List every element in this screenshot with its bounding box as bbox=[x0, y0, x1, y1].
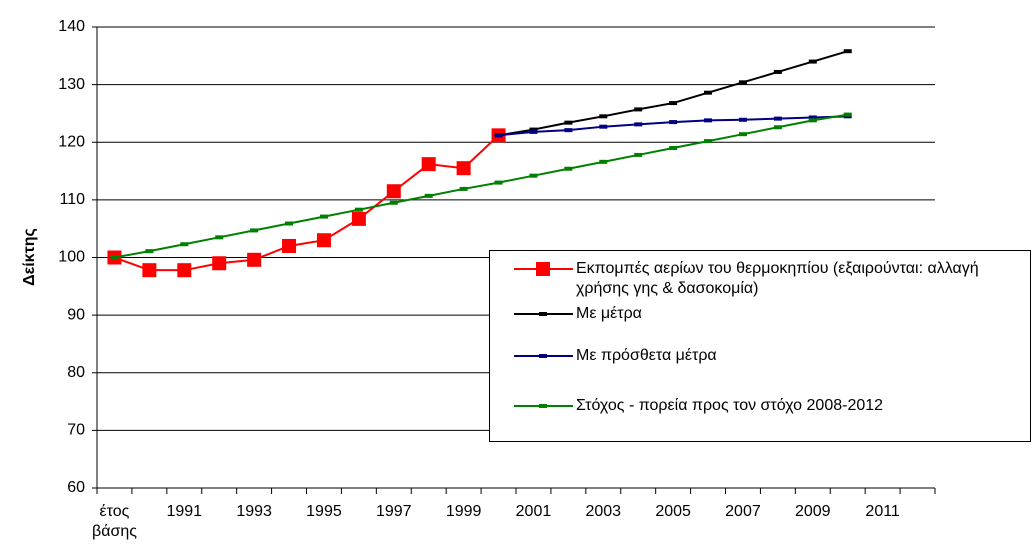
data-point bbox=[494, 180, 503, 185]
data-point bbox=[351, 211, 366, 226]
x-tick-label: 1995 bbox=[306, 503, 342, 520]
data-point bbox=[773, 116, 782, 121]
data-point bbox=[354, 207, 363, 212]
data-point bbox=[177, 263, 192, 278]
x-tick-label: 2011 bbox=[865, 503, 900, 520]
y-tick-label: 100 bbox=[58, 249, 85, 266]
data-point bbox=[634, 152, 643, 157]
data-point bbox=[808, 59, 817, 64]
data-point bbox=[215, 235, 224, 240]
series-line bbox=[114, 134, 500, 272]
data-point bbox=[599, 114, 608, 119]
data-point bbox=[282, 238, 297, 253]
data-point bbox=[704, 90, 713, 95]
data-point bbox=[316, 233, 331, 248]
data-point bbox=[634, 122, 643, 127]
data-point bbox=[456, 161, 471, 176]
legend-label: Με πρόσθετα μέτρα bbox=[576, 347, 717, 364]
legend-swatches bbox=[514, 262, 573, 408]
y-tick-label: 80 bbox=[67, 364, 85, 381]
data-point bbox=[459, 186, 468, 191]
x-tick-label: 2009 bbox=[794, 503, 831, 520]
data-point bbox=[564, 120, 573, 125]
data-point bbox=[285, 221, 294, 226]
y-tick-label: 90 bbox=[67, 306, 85, 323]
legend-label: Εκπομπές αερίων του θερμοκηπίου (εξαιρού… bbox=[576, 260, 979, 297]
y-axis-label: Δείκτης bbox=[21, 228, 38, 286]
data-point bbox=[843, 112, 852, 117]
data-point bbox=[250, 228, 259, 233]
data-point bbox=[808, 115, 817, 120]
data-point bbox=[212, 256, 227, 271]
x-tick-label: 2007 bbox=[725, 503, 761, 520]
data-point bbox=[773, 69, 782, 74]
data-point bbox=[634, 107, 643, 112]
data-point bbox=[529, 129, 538, 134]
data-point bbox=[142, 263, 157, 278]
data-point bbox=[110, 255, 119, 260]
y-tick-label: 70 bbox=[67, 422, 85, 439]
legend: Εκπομπές αερίων του θερμοκηπίου (εξαιρού… bbox=[489, 250, 1031, 442]
x-tick-label: 1997 bbox=[375, 503, 412, 520]
y-tick-label: 110 bbox=[59, 191, 85, 208]
data-point bbox=[843, 49, 852, 54]
data-point bbox=[704, 118, 713, 123]
legend-marker bbox=[536, 262, 550, 276]
x-tick-label: 2003 bbox=[585, 503, 622, 520]
data-point bbox=[564, 166, 573, 171]
x-tick-label: 2001 bbox=[515, 503, 552, 520]
y-tick-label: 60 bbox=[67, 479, 85, 496]
legend-label: Στόχος - πορεία προς τον στόχο 2008-2012 bbox=[576, 397, 884, 414]
data-point bbox=[247, 252, 262, 267]
data-point bbox=[669, 120, 678, 125]
data-point bbox=[738, 80, 747, 85]
data-point bbox=[669, 146, 678, 151]
legend-label: Με μέτρα bbox=[576, 305, 642, 322]
x-tick-label: 2005 bbox=[655, 503, 691, 520]
y-tick-label: 120 bbox=[58, 133, 85, 150]
data-point bbox=[773, 125, 782, 130]
x-tick-label: 1999 bbox=[445, 503, 482, 520]
data-point bbox=[386, 184, 401, 199]
data-point bbox=[424, 193, 433, 198]
series-line bbox=[114, 113, 848, 259]
y-tick-label: 140 bbox=[58, 18, 85, 35]
x-tick-label: 1993 bbox=[236, 503, 272, 520]
y-tick-label: 130 bbox=[58, 76, 85, 93]
legend-marker bbox=[539, 354, 547, 358]
data-point bbox=[319, 214, 328, 219]
data-point bbox=[669, 101, 678, 106]
data-point bbox=[389, 200, 398, 205]
data-point bbox=[145, 249, 154, 254]
data-point bbox=[564, 128, 573, 133]
data-point bbox=[421, 157, 436, 172]
data-point bbox=[738, 132, 747, 137]
data-point bbox=[529, 127, 538, 132]
legend-marker bbox=[539, 312, 547, 316]
data-point bbox=[599, 124, 608, 129]
x-tick-label: 1991 bbox=[166, 503, 203, 520]
data-point bbox=[494, 133, 503, 138]
x-tick-label: έτος βάσης bbox=[91, 503, 137, 540]
data-point bbox=[180, 242, 189, 247]
legend-marker bbox=[539, 404, 547, 408]
data-point bbox=[599, 159, 608, 164]
data-point bbox=[738, 117, 747, 122]
data-point bbox=[808, 118, 817, 123]
data-point bbox=[704, 139, 713, 144]
data-point bbox=[529, 173, 538, 178]
